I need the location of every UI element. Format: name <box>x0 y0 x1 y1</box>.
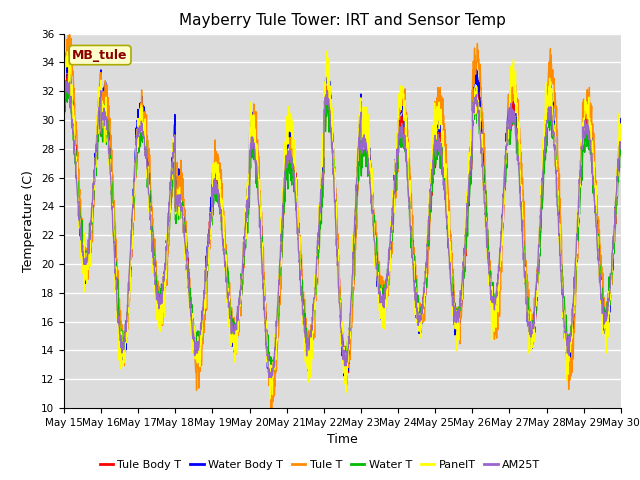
PanelT <box>584 102 591 108</box>
Line: Water T: Water T <box>64 76 621 382</box>
Tule Body T <box>568 322 576 327</box>
AM25T <box>60 93 68 99</box>
Tule Body T <box>505 115 513 120</box>
Water Body T <box>584 104 591 110</box>
Line: Tule T: Tule T <box>64 35 621 414</box>
Text: MB_tule: MB_tule <box>72 48 128 61</box>
Line: Tule Body T: Tule Body T <box>64 70 621 386</box>
Tule Body T <box>359 146 367 152</box>
AM25T <box>216 200 223 206</box>
Water Body T <box>268 389 276 395</box>
AM25T <box>505 120 513 126</box>
Tule Body T <box>65 67 73 73</box>
Tule T <box>617 132 625 138</box>
Tule T <box>505 103 513 109</box>
Water T <box>505 119 513 125</box>
Tule Body T <box>60 82 68 88</box>
Water T <box>60 102 68 108</box>
PanelT <box>216 171 223 177</box>
PanelT <box>371 251 379 256</box>
Water Body T <box>359 128 367 134</box>
PanelT <box>359 146 367 152</box>
Legend: Tule Body T, Water Body T, Tule T, Water T, PanelT, AM25T: Tule Body T, Water Body T, Tule T, Water… <box>95 456 545 474</box>
Water Body T <box>617 116 625 121</box>
Water T <box>216 203 223 208</box>
AM25T <box>617 139 625 145</box>
Tule T <box>359 146 367 152</box>
AM25T <box>371 244 379 250</box>
Tule Body T <box>267 384 275 389</box>
Water Body T <box>63 53 70 59</box>
AM25T <box>359 135 367 141</box>
AM25T <box>568 319 576 324</box>
Tule T <box>60 73 68 79</box>
Tule T <box>268 411 275 417</box>
Tule T <box>216 171 223 177</box>
Tule Body T <box>216 197 223 203</box>
Water T <box>64 73 72 79</box>
Water Body T <box>371 239 379 245</box>
PanelT <box>60 89 68 95</box>
Tule T <box>584 97 591 103</box>
Tule Body T <box>371 232 379 238</box>
Water T <box>371 231 379 237</box>
PanelT <box>266 396 274 402</box>
Tule T <box>66 32 74 37</box>
PanelT <box>505 125 513 131</box>
Tule T <box>568 370 576 375</box>
Water T <box>568 322 576 328</box>
AM25T <box>61 78 69 84</box>
AM25T <box>584 117 591 122</box>
Line: AM25T: AM25T <box>64 81 621 378</box>
PanelT <box>617 137 625 143</box>
Y-axis label: Temperature (C): Temperature (C) <box>22 170 35 272</box>
X-axis label: Time: Time <box>327 433 358 446</box>
Water T <box>359 154 367 159</box>
Water Body T <box>216 176 223 182</box>
Water Body T <box>568 345 576 351</box>
Water Body T <box>60 72 68 77</box>
Water T <box>584 134 591 140</box>
Line: PanelT: PanelT <box>64 51 621 399</box>
Tule Body T <box>584 116 591 121</box>
Line: Water Body T: Water Body T <box>64 56 621 392</box>
Title: Mayberry Tule Tower: IRT and Sensor Temp: Mayberry Tule Tower: IRT and Sensor Temp <box>179 13 506 28</box>
PanelT <box>323 48 331 54</box>
Water Body T <box>505 99 513 105</box>
Tule T <box>371 246 379 252</box>
Water T <box>617 148 625 154</box>
Water T <box>268 379 275 385</box>
Tule Body T <box>617 143 625 149</box>
PanelT <box>568 335 576 341</box>
AM25T <box>268 375 275 381</box>
